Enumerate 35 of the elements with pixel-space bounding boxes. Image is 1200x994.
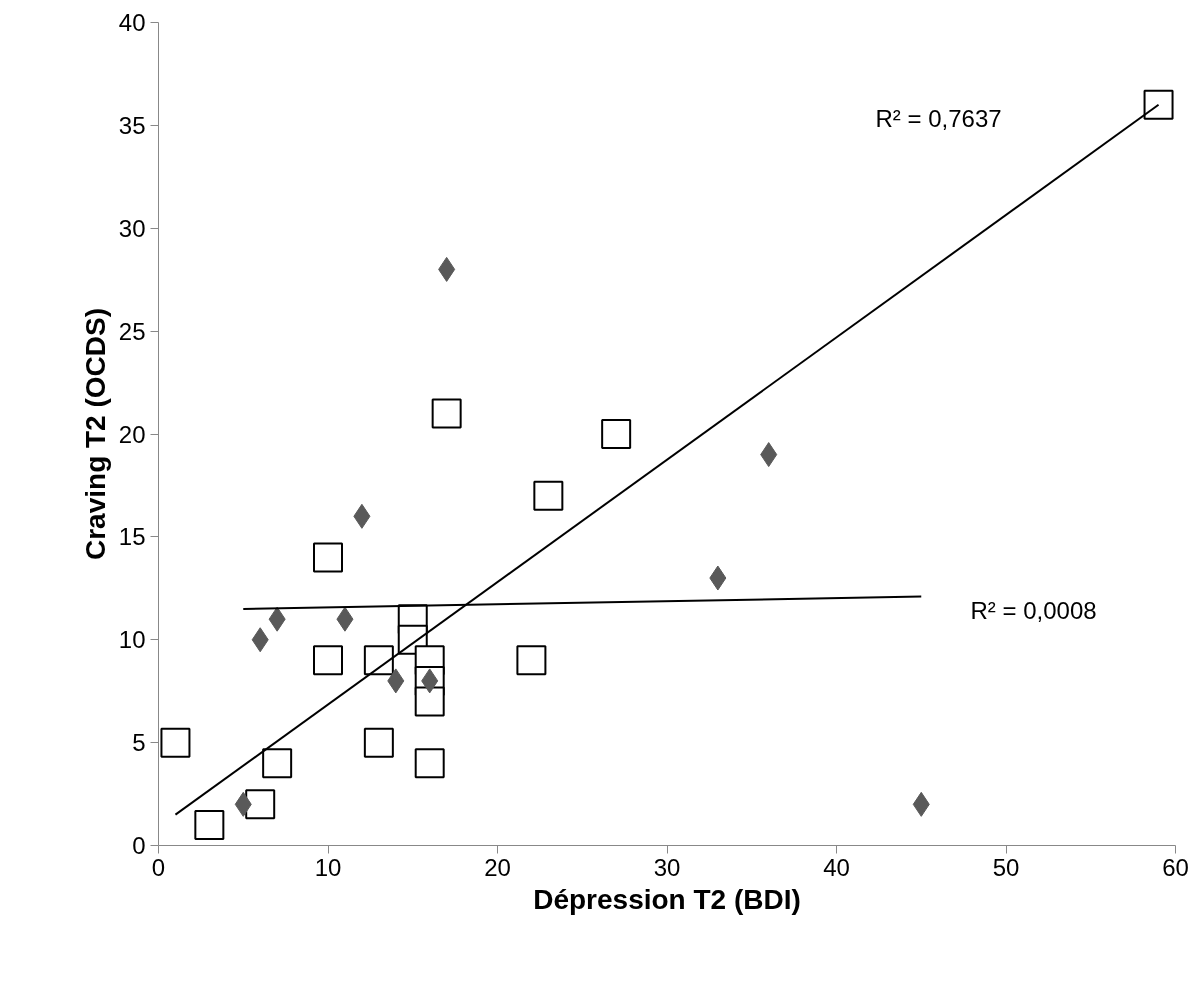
- point: [363, 645, 394, 676]
- point: [414, 686, 445, 717]
- x-tick-label: 30: [653, 853, 681, 881]
- point: [313, 542, 343, 573]
- x-tick-label: 60: [1162, 853, 1189, 881]
- point: [414, 748, 445, 779]
- y-tick-label: 30: [118, 214, 146, 242]
- y-tick-label: 40: [118, 9, 146, 36]
- y-tick-label: 35: [118, 111, 146, 139]
- x-tick-label: 40: [823, 853, 850, 881]
- point: [245, 789, 276, 820]
- y-tick-label: 15: [118, 523, 146, 551]
- y-tick-label: 5: [132, 729, 146, 757]
- x-tick-label: 10: [314, 853, 342, 881]
- point: [431, 398, 462, 429]
- x-tick-label: 20: [484, 853, 511, 881]
- point: [194, 809, 225, 840]
- point: [262, 748, 293, 779]
- y-tick-label: 0: [132, 832, 146, 859]
- x-axis-title: Dépression T2 (BDI): [533, 883, 801, 915]
- x-tick-label: 50: [992, 853, 1020, 881]
- point: [160, 727, 191, 758]
- y-tick-label: 10: [118, 626, 146, 654]
- point: [601, 419, 632, 449]
- point: [363, 727, 394, 758]
- annotation: R² = 0,0008: [970, 597, 1097, 624]
- point: [1143, 89, 1174, 120]
- point: [516, 645, 547, 676]
- x-tick-label: 0: [151, 853, 166, 881]
- y-tick-label: 25: [118, 317, 146, 345]
- y-tick-label: 20: [118, 420, 146, 448]
- annotation: R² = 0,7637: [875, 105, 1002, 132]
- point: [313, 645, 343, 676]
- point: [533, 480, 564, 511]
- y-axis-title: Craving T2 (OCDS): [79, 307, 111, 561]
